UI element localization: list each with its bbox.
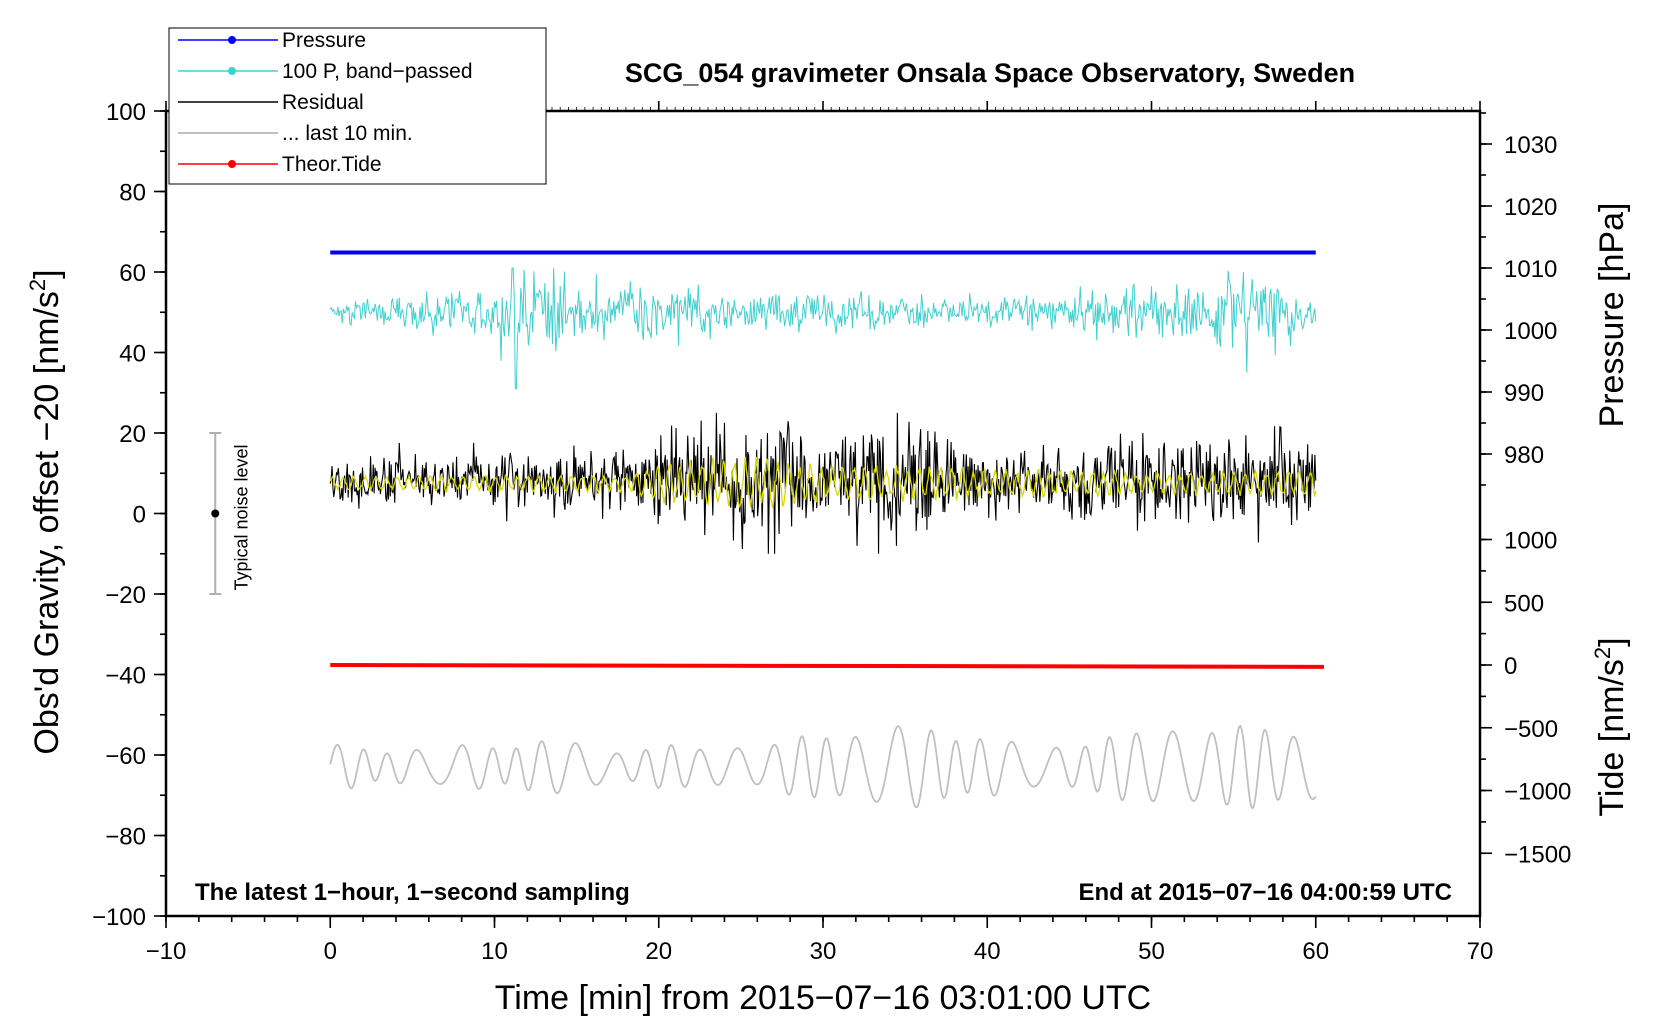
legend-item: 100 P, band−passed xyxy=(178,60,473,83)
noise-label: Typical noise level xyxy=(231,444,251,590)
y-tick-label: 0 xyxy=(133,502,146,529)
x-tick-label: 70 xyxy=(1467,938,1494,965)
legend-label: Pressure xyxy=(282,29,366,52)
x-tick-label: 40 xyxy=(974,938,1001,965)
plot-area xyxy=(164,109,1482,918)
annotation-left: The latest 1−hour, 1−second sampling xyxy=(195,879,630,906)
legend-item: Pressure xyxy=(178,29,366,52)
series-layer xyxy=(329,250,1324,810)
annotation-right: End at 2015−07−16 04:00:59 UTC xyxy=(1078,879,1452,906)
legend: Pressure 100 P, band−passed Residual ... la… xyxy=(168,27,547,185)
y-axis-title-left: Obs'd Gravity, offset −20 [nm/s2] xyxy=(25,269,66,754)
legend-box xyxy=(168,27,547,185)
tide-tick-label: −500 xyxy=(1504,716,1558,743)
plot-frame xyxy=(164,109,1482,918)
x-tick-label: 20 xyxy=(645,938,672,965)
pressure-tick-label: 1030 xyxy=(1504,132,1557,159)
y-tick-label: 100 xyxy=(106,99,146,126)
x-tick-label: −10 xyxy=(146,938,187,965)
pressure-tick-label: 1020 xyxy=(1504,194,1557,221)
x-axis-title: Time [min] from 2015−07−16 03:01:00 UTC xyxy=(495,979,1151,1017)
y-axis-title-tide-main: Tide [nm/s xyxy=(1593,659,1631,816)
y-axis-title-pressure: Pressure [hPa] xyxy=(1593,203,1631,428)
tide-tick-label: 0 xyxy=(1504,653,1517,680)
pressure-tick-label: 990 xyxy=(1504,380,1544,407)
last-10-min-line xyxy=(329,724,1317,810)
tide-tick-label: −1500 xyxy=(1504,841,1571,868)
band-passed-pressure-line xyxy=(329,267,1317,390)
residual-line xyxy=(329,412,1317,554)
x-tick-label: 50 xyxy=(1138,938,1165,965)
y-axis-title-left-sup: 2 xyxy=(25,279,50,291)
x-tick-label: 60 xyxy=(1302,938,1329,965)
y-tick-label: 80 xyxy=(119,180,146,207)
residual-smoothed-line xyxy=(329,456,1317,509)
pressure-tick-label: 980 xyxy=(1504,442,1544,469)
x-tick-label: 0 xyxy=(324,938,337,965)
tide-tick-label: 1000 xyxy=(1504,528,1557,555)
legend-item: Residual xyxy=(178,91,364,114)
pressure-tick-label: 1010 xyxy=(1504,256,1557,283)
legend-label: ... last 10 min. xyxy=(282,122,413,145)
legend-label: 100 P, band−passed xyxy=(282,60,473,83)
y-tick-label: 20 xyxy=(119,421,146,448)
legend-label: Residual xyxy=(282,91,364,114)
theoretical-tide-line xyxy=(330,663,1324,669)
y-tick-label: 40 xyxy=(119,341,146,368)
tide-tick-label: −1000 xyxy=(1504,779,1571,806)
legend-marker xyxy=(228,67,236,75)
noise-bar-center xyxy=(211,509,220,518)
legend-item: ... last 10 min. xyxy=(178,122,413,145)
pressure-tick-label: 1000 xyxy=(1504,318,1557,345)
y-axis-title-tide-end: ] xyxy=(1593,637,1631,646)
y-tick-label: −20 xyxy=(105,582,146,609)
x-tick-label: 30 xyxy=(810,938,837,965)
x-tick-label: 10 xyxy=(481,938,508,965)
y-tick-label: −80 xyxy=(105,824,146,851)
y-tick-label: −100 xyxy=(92,904,146,931)
ticks-layer: −10 0 10 20 30 40 50 60 70−100−80−60−40−20020406… xyxy=(92,99,1571,965)
y-axis-title-left-main: Obs'd Gravity, offset −20 [nm/s xyxy=(28,291,66,754)
y-axis-title-tide: Tide [nm/s2] xyxy=(1590,637,1631,816)
legend-item: Theor.Tide xyxy=(178,153,382,176)
noise-level-indicator: Typical noise level xyxy=(209,432,251,595)
y-axis-title-tide-sup: 2 xyxy=(1590,647,1615,659)
y-axis-title-left-end: ] xyxy=(28,269,66,278)
y-tick-label: 60 xyxy=(119,260,146,287)
legend-label: Theor.Tide xyxy=(282,153,382,176)
y-tick-label: −40 xyxy=(105,663,146,690)
tide-tick-label: 500 xyxy=(1504,590,1544,617)
legend-marker xyxy=(228,36,236,44)
chart-title: SCG_054 gravimeter Onsala Space Observat… xyxy=(625,58,1355,88)
legend-marker xyxy=(228,160,236,168)
y-tick-label: −60 xyxy=(105,743,146,770)
